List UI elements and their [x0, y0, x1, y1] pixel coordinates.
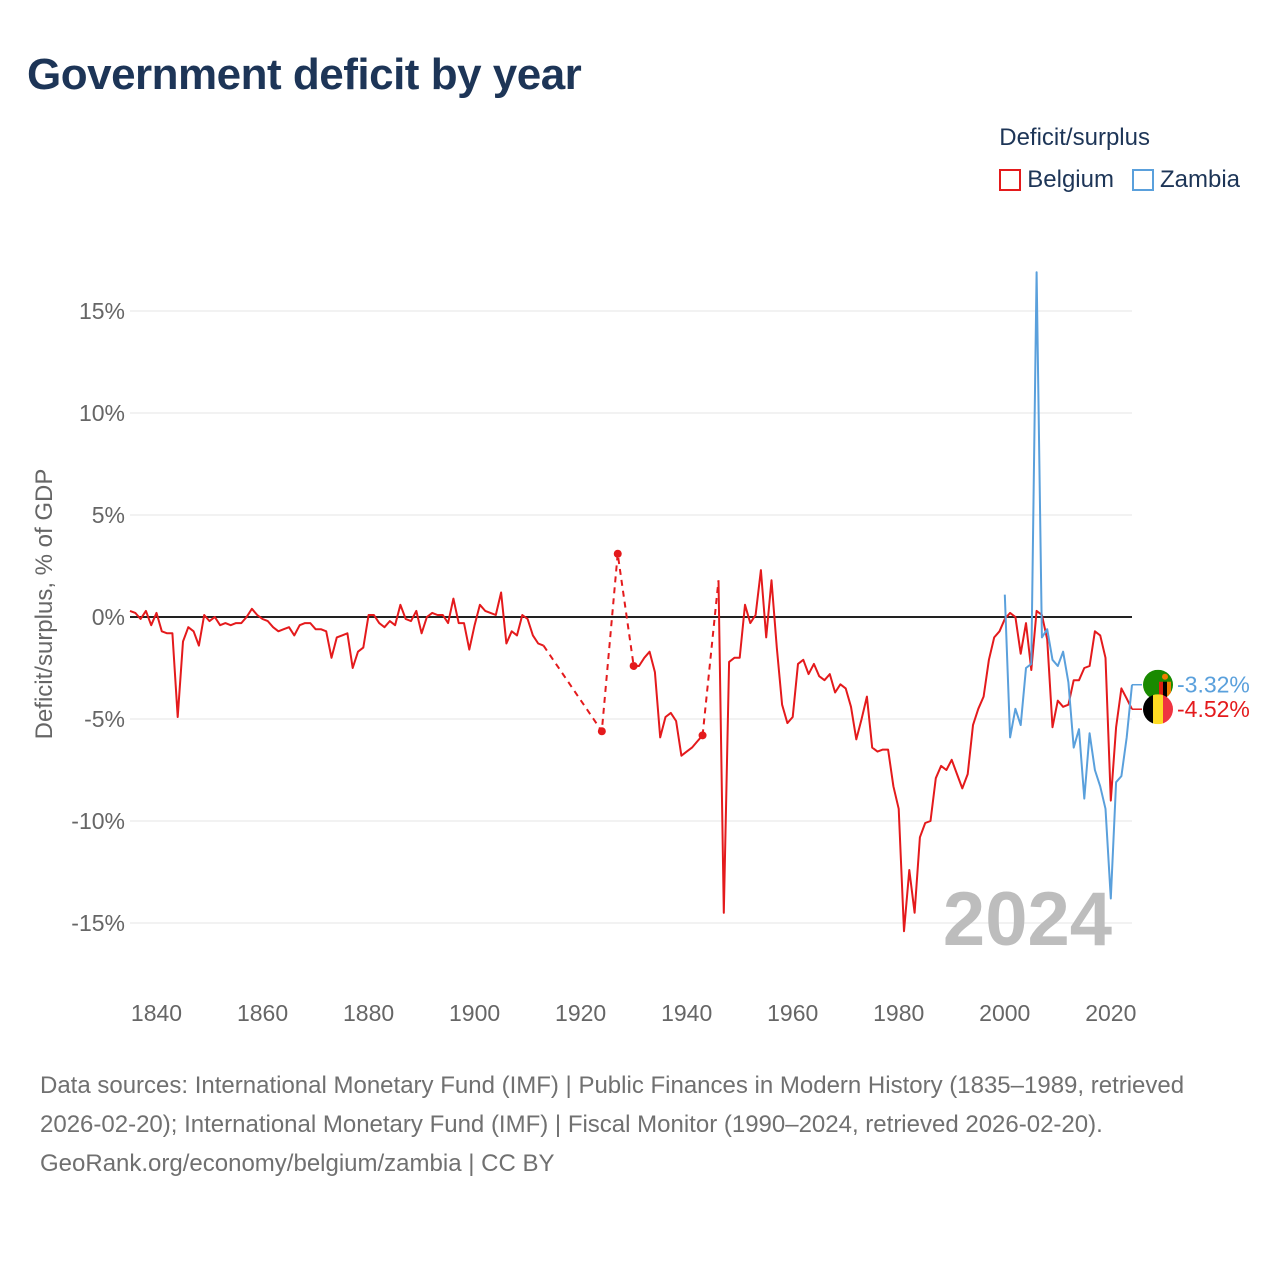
legend-label-belgium: Belgium — [1027, 166, 1114, 193]
year-watermark: 2024 — [943, 877, 1112, 962]
x-tick-label: 2000 — [979, 1000, 1030, 1026]
series-line-belgium — [717, 569, 1133, 933]
series-line-belgium-dashed — [701, 580, 720, 736]
x-tick-label: 1980 — [873, 1000, 924, 1026]
x-tick-label: 1860 — [237, 1000, 288, 1026]
end-label-belgium: -4.52% — [1177, 696, 1250, 722]
x-tick-label: 1840 — [131, 1000, 182, 1026]
legend-item-zambia[interactable]: Zambia — [1131, 166, 1240, 194]
footer: Data sources: International Monetary Fun… — [40, 1066, 1240, 1183]
end-label-zambia: -3.32% — [1177, 672, 1250, 698]
legend-label-zambia: Zambia — [1159, 166, 1240, 193]
x-tick-label: 1920 — [555, 1000, 606, 1026]
x-tick-label: 1900 — [449, 1000, 500, 1026]
y-tick-label: 5% — [92, 502, 125, 528]
x-axis-ticks: 1840 1860 1880 1900 1920 1940 1960 1980 2000 2020 — [131, 1000, 1136, 1026]
data-point-belgium — [597, 727, 606, 736]
y-axis-label: Deficit/surplus, % of GDP — [31, 469, 58, 740]
y-tick-label: 0% — [92, 604, 125, 630]
y-tick-label: -15% — [71, 910, 125, 936]
series-line-belgium — [633, 650, 704, 757]
credit-link[interactable]: GeoRank.org/economy/belgium/zambia | CC … — [40, 1150, 555, 1177]
x-tick-label: 1960 — [767, 1000, 818, 1026]
legend: Deficit/surplus Belgium Zambia — [999, 124, 1240, 194]
y-tick-label: 10% — [79, 400, 125, 426]
series-line-belgium — [129, 591, 544, 718]
series-line-zambia — [1003, 271, 1133, 900]
end-labels: -3.32%-4.52% — [1132, 669, 1250, 725]
legend-swatch-belgium — [999, 169, 1022, 191]
data-point-belgium — [629, 661, 638, 670]
y-tick-label: -5% — [84, 706, 125, 732]
legend-item-belgium[interactable]: Belgium — [999, 166, 1114, 194]
y-axis-ticks: 15% 10% 5% 0% -5% -10% -15% — [71, 298, 125, 936]
legend-title: Deficit/surplus — [999, 124, 1150, 151]
x-tick-label: 1880 — [343, 1000, 394, 1026]
x-tick-label: 1940 — [661, 1000, 712, 1026]
legend-swatch-zambia — [1131, 169, 1154, 191]
data-point-belgium — [698, 731, 707, 740]
data-point-belgium — [613, 549, 622, 558]
data-sources: Data sources: International Monetary Fun… — [40, 1072, 1185, 1138]
x-tick-label: 2020 — [1085, 1000, 1136, 1026]
flag-belgium — [1143, 694, 1173, 725]
series-lines — [129, 271, 1133, 933]
chart-title: Government deficit by year — [27, 50, 582, 99]
series-line-belgium-dashed — [542, 552, 635, 733]
gridlines — [130, 310, 1132, 924]
line-chart: 15% 10% 5% 0% -5% -10% -15% 1840 1860 1880 1900 19… — [31, 271, 1250, 1026]
y-tick-label: -10% — [71, 808, 125, 834]
y-tick-label: 15% — [79, 298, 125, 324]
